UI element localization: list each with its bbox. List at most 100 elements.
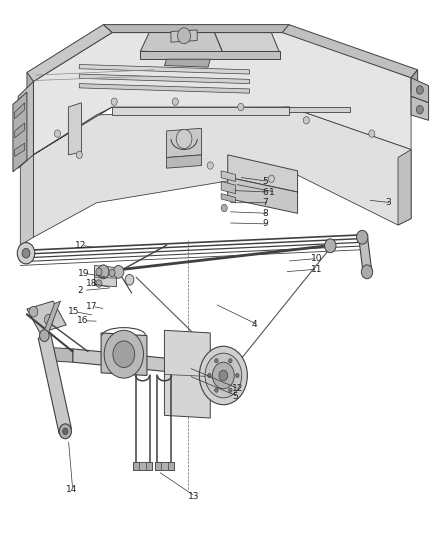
Circle shape <box>238 103 244 111</box>
Text: 11: 11 <box>311 265 322 273</box>
Polygon shape <box>73 349 206 375</box>
Text: 12: 12 <box>75 241 86 250</box>
Polygon shape <box>14 103 25 119</box>
Polygon shape <box>411 70 418 92</box>
Text: 14: 14 <box>66 485 78 494</box>
Circle shape <box>199 346 247 405</box>
Circle shape <box>63 428 68 434</box>
Circle shape <box>205 353 242 398</box>
Circle shape <box>208 373 211 377</box>
Polygon shape <box>20 155 33 245</box>
Polygon shape <box>155 462 161 470</box>
Polygon shape <box>112 107 289 115</box>
Text: 4: 4 <box>252 320 258 329</box>
Text: 19: 19 <box>78 269 89 278</box>
Circle shape <box>177 28 191 44</box>
Polygon shape <box>166 155 201 168</box>
Circle shape <box>22 248 30 258</box>
Circle shape <box>59 424 71 439</box>
Circle shape <box>39 330 49 342</box>
Polygon shape <box>228 177 297 213</box>
Polygon shape <box>206 362 223 376</box>
Circle shape <box>417 106 424 114</box>
Polygon shape <box>146 462 152 470</box>
Polygon shape <box>166 128 201 158</box>
Circle shape <box>113 341 135 368</box>
Text: 7: 7 <box>263 198 268 207</box>
Circle shape <box>268 175 275 182</box>
Circle shape <box>417 86 424 94</box>
Circle shape <box>54 130 60 138</box>
Polygon shape <box>133 462 139 470</box>
Polygon shape <box>68 103 81 155</box>
Polygon shape <box>13 92 27 172</box>
Polygon shape <box>33 33 411 155</box>
Circle shape <box>325 239 336 253</box>
Circle shape <box>113 265 124 278</box>
Polygon shape <box>79 64 250 74</box>
Circle shape <box>303 117 309 124</box>
Polygon shape <box>168 462 174 470</box>
Text: 13: 13 <box>188 491 200 500</box>
Text: 1: 1 <box>269 188 275 197</box>
Text: 15: 15 <box>68 307 80 316</box>
Circle shape <box>104 330 144 378</box>
Polygon shape <box>254 107 350 112</box>
Text: 17: 17 <box>86 302 97 311</box>
Text: 12: 12 <box>232 384 244 393</box>
Text: 8: 8 <box>263 209 268 218</box>
Circle shape <box>96 280 102 287</box>
Polygon shape <box>14 123 25 138</box>
Circle shape <box>207 162 213 169</box>
Polygon shape <box>221 193 236 203</box>
Circle shape <box>215 359 218 363</box>
Circle shape <box>361 265 373 279</box>
Circle shape <box>109 269 115 277</box>
Polygon shape <box>359 236 372 273</box>
Polygon shape <box>141 33 223 54</box>
Circle shape <box>229 388 232 392</box>
Polygon shape <box>221 181 236 193</box>
Circle shape <box>76 151 82 159</box>
Circle shape <box>236 373 239 377</box>
Circle shape <box>29 306 38 317</box>
Circle shape <box>215 388 218 392</box>
Circle shape <box>221 204 227 212</box>
Circle shape <box>219 370 228 381</box>
Circle shape <box>176 130 192 149</box>
Text: 10: 10 <box>311 254 322 263</box>
Polygon shape <box>398 150 411 225</box>
Circle shape <box>96 268 102 276</box>
Text: 5: 5 <box>232 392 238 401</box>
Polygon shape <box>41 301 60 338</box>
Circle shape <box>125 274 134 285</box>
Polygon shape <box>33 107 411 237</box>
Polygon shape <box>283 25 418 78</box>
Polygon shape <box>46 348 73 362</box>
Polygon shape <box>95 265 117 287</box>
Polygon shape <box>141 51 280 59</box>
Text: 3: 3 <box>385 198 391 207</box>
Circle shape <box>369 130 375 138</box>
Polygon shape <box>155 462 174 470</box>
Text: 2: 2 <box>77 286 83 295</box>
Polygon shape <box>411 78 428 103</box>
Circle shape <box>111 98 117 106</box>
Text: 9: 9 <box>263 220 268 229</box>
Circle shape <box>17 243 35 264</box>
Polygon shape <box>79 84 250 93</box>
Text: 16: 16 <box>77 316 88 325</box>
Circle shape <box>229 359 232 363</box>
Polygon shape <box>221 171 236 181</box>
Polygon shape <box>164 330 210 418</box>
Polygon shape <box>27 25 112 82</box>
Polygon shape <box>18 82 33 168</box>
Polygon shape <box>228 155 297 192</box>
Polygon shape <box>27 72 33 155</box>
Polygon shape <box>14 143 25 157</box>
Polygon shape <box>164 59 210 67</box>
Polygon shape <box>20 107 112 163</box>
Polygon shape <box>101 333 147 375</box>
Text: 18: 18 <box>86 279 97 288</box>
Polygon shape <box>27 301 66 333</box>
